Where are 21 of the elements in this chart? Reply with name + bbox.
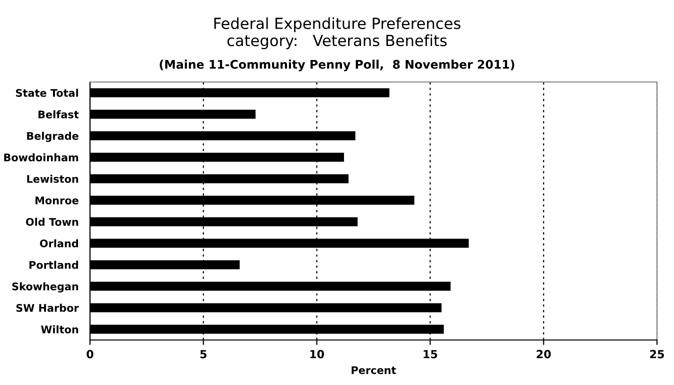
y-tick-label: Wilton (41, 325, 78, 334)
x-axis-title: Percent (352, 366, 396, 374)
y-tick-label: Belgrade (27, 132, 78, 142)
y-tick-label: Belfast (38, 110, 79, 118)
y-tick-label: State Total (16, 88, 78, 97)
y-tick-label: Portland (29, 260, 78, 269)
x-tick-label: 25 (650, 350, 664, 358)
x-tick-label: 10 (310, 350, 324, 358)
y-tick-label: Monroe (36, 196, 78, 204)
y-tick-label: Orland (40, 239, 78, 248)
y-tick-label: Lewiston (27, 174, 78, 183)
chart-title: Federal Expenditure Preferences category: Veterans Benefits (214, 17, 460, 50)
x-tick-label: 5 (200, 350, 206, 358)
y-tick-label: Skowhegan (12, 282, 78, 292)
chart-subtitle: (Maine 11-Community Penny Poll, 8 November 2011) (160, 60, 514, 72)
y-tick-label: SW Harbor (16, 304, 79, 312)
x-tick-label: 20 (536, 350, 551, 358)
x-tick-label: 0 (86, 350, 94, 358)
y-tick-label: Old Town (26, 218, 78, 226)
x-tick-label: 15 (424, 350, 438, 358)
y-tick-label: Bowdoinham (4, 153, 78, 162)
